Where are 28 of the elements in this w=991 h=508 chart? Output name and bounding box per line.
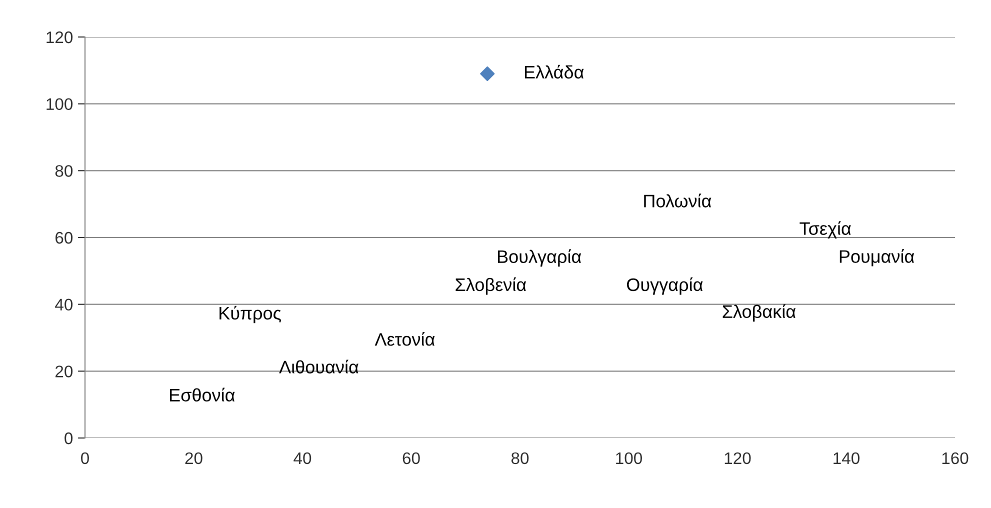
annotation: Ρουμανία [840, 249, 914, 266]
y-tick-label: 120 [46, 31, 73, 44]
annotation: Σλοβενία [456, 277, 526, 295]
x-tick-label: 20 [185, 452, 202, 464]
annotation: Ελλάδα [524, 64, 584, 79]
x-tick-label: 160 [942, 452, 968, 464]
y-tick-label: 20 [55, 366, 73, 378]
x-tick-label: 80 [511, 452, 529, 464]
y-tick-label: 80 [55, 165, 73, 177]
x-tick-label: 100 [616, 452, 642, 464]
annotation: Εσθονία [170, 388, 235, 402]
x-tick-label: 0 [81, 452, 89, 464]
y-tick-label: 100 [46, 98, 73, 110]
x-tick-label: 120 [724, 452, 751, 464]
x-tick-label: 140 [834, 452, 860, 464]
annotation: Βουλγαρία [498, 249, 582, 267]
x-tick-label: 60 [402, 452, 420, 464]
annotation: Λετονία [374, 332, 435, 346]
annotation: Ουγγαρία [626, 277, 703, 295]
annotation: Πολωνία [644, 194, 712, 208]
y-tick-label: 40 [55, 298, 73, 311]
annotation: Τσεχία [800, 221, 851, 239]
annotation: Σλοβακία [722, 304, 796, 322]
y-tick-label: 60 [56, 232, 73, 244]
y-tick-label: 0 [64, 432, 73, 444]
annotation: Κύπρος [220, 306, 281, 324]
annotation: Λιθουανία [279, 360, 358, 374]
x-tick-label: 40 [294, 452, 312, 464]
